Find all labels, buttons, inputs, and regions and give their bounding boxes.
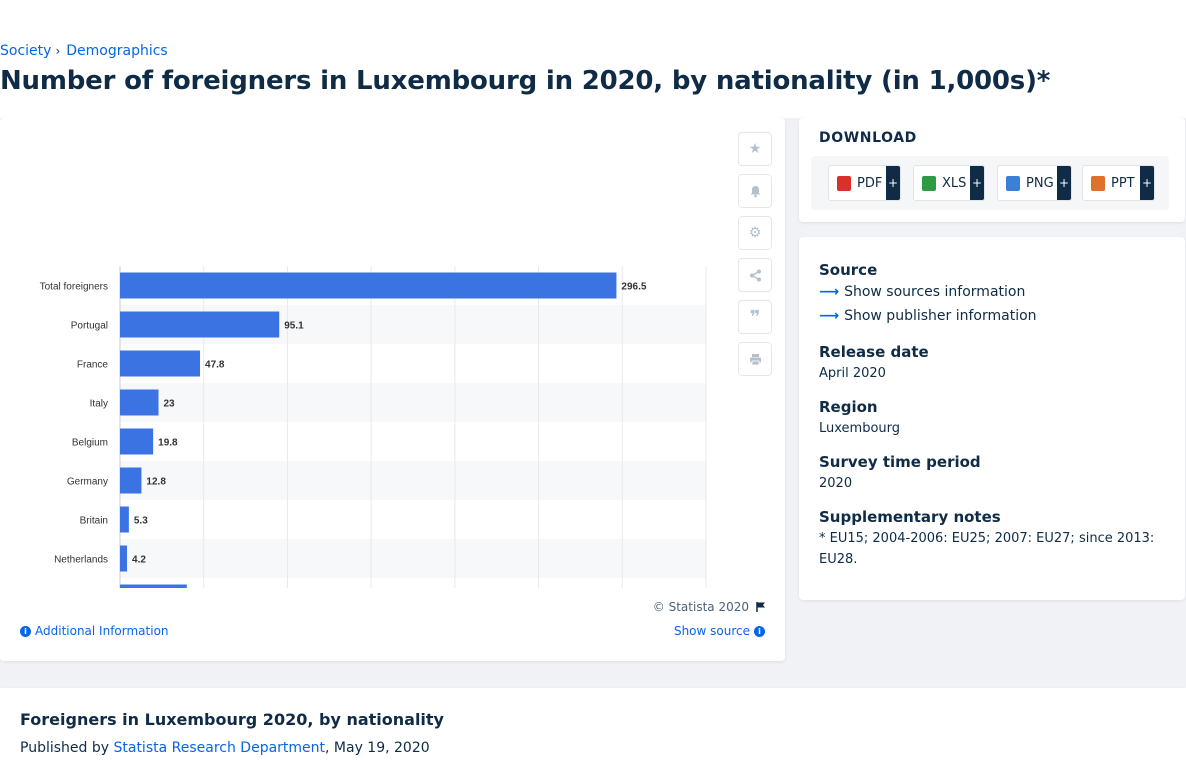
bar [120, 545, 128, 572]
bar [120, 467, 142, 494]
additional-information-label: Additional Information [35, 624, 169, 638]
notification-button[interactable] [738, 174, 772, 208]
print-button[interactable] [738, 342, 772, 376]
additional-information-link[interactable]: i Additional Information [20, 624, 169, 638]
category-label: France [77, 360, 109, 371]
bar [120, 311, 280, 338]
value-label: 4.2 [132, 555, 146, 566]
xls-file-icon [922, 175, 936, 191]
category-label: Britain [80, 516, 108, 527]
download-png-label: PNG [1026, 175, 1054, 191]
survey-period-value: 2020 [819, 476, 853, 491]
settings-button[interactable]: ⚙ [738, 216, 772, 250]
breadcrumb-separator: › [55, 44, 61, 58]
bar [120, 428, 154, 455]
category-label: Italy [90, 399, 108, 410]
value-label: 95.1 [284, 321, 304, 332]
arrow-right-icon: ⟶ [819, 284, 840, 300]
category-label: Portugal [71, 321, 108, 332]
show-publisher-link[interactable]: ⟶ Show publisher information [819, 308, 1037, 324]
row-stripe [120, 461, 706, 500]
share-icon [749, 269, 761, 281]
bar [120, 272, 617, 299]
region-heading: Region [819, 398, 878, 416]
info-icon: i [20, 625, 31, 637]
download-ppt-button[interactable]: PPT + [1082, 165, 1155, 201]
plus-icon: + [886, 166, 900, 200]
download-buttons: PDF + XLS + PNG + PPT + [811, 156, 1169, 210]
info-icon: i [754, 625, 765, 637]
chart-toolbar: ★ ⚙ ❞ [738, 132, 772, 384]
value-label: 47.8 [205, 360, 225, 371]
quote-icon: ❞ [749, 306, 761, 328]
breadcrumb: Society › Demographics [0, 43, 168, 59]
category-label: Belgium [72, 438, 108, 449]
show-source-label: Show source [673, 624, 750, 638]
share-button[interactable] [738, 258, 772, 292]
region-value: Luxembourg [819, 421, 901, 436]
value-label: 5.3 [134, 516, 148, 527]
download-ppt-label: PPT [1111, 175, 1135, 191]
cite-button[interactable]: ❞ [738, 300, 772, 334]
value-label: 23 [164, 399, 176, 410]
publisher-link[interactable]: Statista Research Department [113, 740, 326, 756]
copyright-text: © Statista 2020 [652, 600, 749, 614]
chart-card: Total foreigners 296.5 Portugal 95.1 France 4… [0, 118, 785, 661]
statistic-info-card: Source ⟶ Show sources information ⟶ Show… [799, 237, 1185, 600]
png-file-icon [1006, 175, 1020, 191]
download-xls-label: XLS [942, 175, 967, 191]
row-stripe [120, 383, 706, 422]
bell-icon [750, 185, 760, 197]
value-label: 19.8 [158, 438, 178, 449]
download-xls-button[interactable]: XLS + [913, 165, 985, 201]
value-label: 12.8 [146, 477, 166, 488]
plus-icon: + [1057, 166, 1071, 200]
arrow-right-icon: ⟶ [819, 308, 840, 324]
release-date-value: April 2020 [819, 366, 886, 381]
show-source-link[interactable]: Show source i [674, 624, 765, 638]
ppt-file-icon [1091, 175, 1105, 191]
category-label: Germany [67, 477, 108, 488]
download-card: DOWNLOAD PDF + XLS + PNG + PPT + [799, 118, 1185, 222]
show-sources-link[interactable]: ⟶ Show sources information [819, 284, 1025, 300]
breadcrumb-society[interactable]: Society [0, 43, 52, 59]
top-band [0, 0, 1186, 118]
category-label: Netherlands [54, 555, 108, 566]
download-pdf-button[interactable]: PDF + [828, 165, 901, 201]
pdf-file-icon [837, 175, 851, 191]
publication-card: Foreigners in Luxembourg 2020, by nation… [0, 688, 1186, 760]
source-heading: Source [819, 261, 878, 279]
show-publisher-label: Show publisher information [844, 308, 1037, 324]
published-prefix: Published by [20, 740, 114, 756]
bar [120, 506, 129, 533]
publication-title: Foreigners in Luxembourg 2020, by nation… [20, 710, 444, 729]
value-label: 296.5 [621, 282, 646, 293]
download-png-button[interactable]: PNG + [997, 165, 1072, 201]
print-icon [749, 353, 761, 365]
supplementary-notes-heading: Supplementary notes [819, 508, 1001, 526]
bar [120, 389, 159, 416]
show-sources-label: Show sources information [844, 284, 1026, 300]
copyright: © Statista 2020 [653, 600, 767, 614]
row-stripe [120, 539, 706, 578]
bar-chart: Total foreigners 296.5 Portugal 95.1 France 4… [40, 266, 707, 588]
gear-icon: ⚙ [748, 225, 762, 241]
download-pdf-label: PDF [857, 175, 883, 191]
star-icon: ★ [748, 141, 762, 157]
bar [120, 350, 201, 377]
plus-icon: + [970, 166, 984, 200]
bar [120, 584, 187, 588]
plus-icon: + [1140, 166, 1154, 200]
download-title: DOWNLOAD [819, 130, 917, 146]
category-label: Total foreigners [40, 282, 108, 293]
release-date-heading: Release date [819, 343, 929, 361]
favorite-button[interactable]: ★ [738, 132, 772, 166]
flag-icon[interactable] [755, 601, 767, 613]
page-title: Number of foreigners in Luxembourg in 20… [0, 66, 1051, 96]
published-line: Published by Statista Research Departmen… [20, 740, 430, 756]
published-date: , May 19, 2020 [325, 740, 430, 756]
supplementary-notes-value: * EU15; 2004-2006: EU25; 2007: EU27; sin… [819, 531, 1155, 567]
survey-period-heading: Survey time period [819, 453, 981, 471]
breadcrumb-demographics[interactable]: Demographics [66, 43, 168, 59]
